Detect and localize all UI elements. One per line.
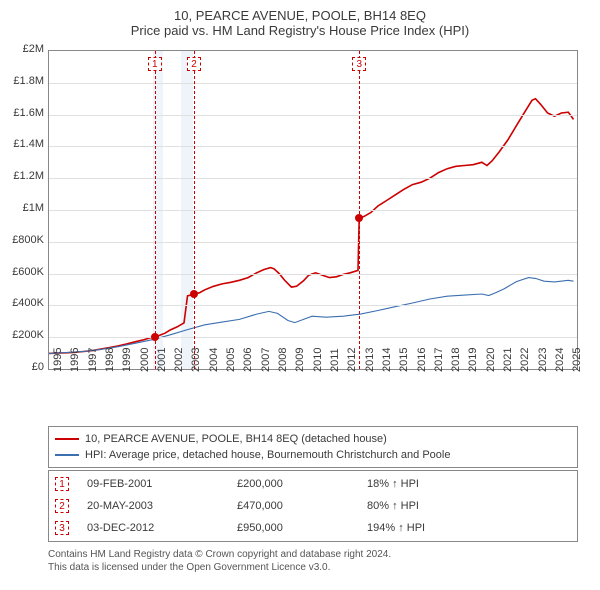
x-tick-label: 2005 — [225, 348, 237, 372]
sale-marker-vline — [155, 51, 156, 369]
x-tick-label: 2025 — [571, 348, 583, 372]
gridline-h — [49, 242, 577, 243]
y-tick-label: £0 — [2, 361, 44, 373]
x-tick-label: 2023 — [537, 348, 549, 372]
x-tick-label: 1998 — [104, 348, 116, 372]
sales-row-marker: 2 — [55, 499, 69, 513]
x-tick-label: 2006 — [242, 348, 254, 372]
sales-row-date: 09-FEB-2001 — [87, 478, 237, 490]
y-tick-label: £1.4M — [2, 138, 44, 150]
gridline-h — [49, 337, 577, 338]
sales-row-marker: 1 — [55, 477, 69, 491]
x-tick-label: 2012 — [346, 348, 358, 372]
y-tick-label: £1.6M — [2, 107, 44, 119]
sales-row-date: 03-DEC-2012 — [87, 522, 237, 534]
title-subtitle: Price paid vs. HM Land Registry's House … — [0, 23, 600, 44]
sale-dot — [190, 290, 198, 298]
x-tick-label: 2001 — [156, 348, 168, 372]
sales-row-hpi: 194% ↑ HPI — [367, 522, 497, 534]
x-tick-label: 2014 — [381, 348, 393, 372]
y-tick-label: £1M — [2, 202, 44, 214]
gridline-h — [49, 274, 577, 275]
x-tick-label: 2018 — [450, 348, 462, 372]
sale-dot — [151, 333, 159, 341]
sale-marker-box: 1 — [148, 57, 162, 71]
x-tick-label: 2020 — [485, 348, 497, 372]
sales-row: 2 20-MAY-2003£470,00080% ↑ HPI — [55, 495, 571, 517]
gridline-h — [49, 83, 577, 84]
chart-area: 1 2 3 — [48, 50, 578, 370]
x-tick-label: 2024 — [554, 348, 566, 372]
y-tick-label: £800K — [2, 234, 44, 246]
series-property — [49, 99, 574, 354]
x-tick-label: 2015 — [398, 348, 410, 372]
title-address: 10, PEARCE AVENUE, POOLE, BH14 8EQ — [0, 0, 600, 23]
sales-row-date: 20-MAY-2003 — [87, 500, 237, 512]
sales-row-price: £950,000 — [237, 522, 367, 534]
y-tick-label: £1.8M — [2, 75, 44, 87]
sale-marker-box: 3 — [352, 57, 366, 71]
legend-label: 10, PEARCE AVENUE, POOLE, BH14 8EQ (deta… — [85, 431, 387, 447]
y-tick-label: £400K — [2, 297, 44, 309]
gridline-h — [49, 305, 577, 306]
footer-line1: Contains HM Land Registry data © Crown c… — [48, 548, 578, 561]
sales-row-hpi: 18% ↑ HPI — [367, 478, 497, 490]
x-tick-label: 2021 — [502, 348, 514, 372]
x-tick-label: 2008 — [277, 348, 289, 372]
sales-row-price: £200,000 — [237, 478, 367, 490]
y-tick-label: £200K — [2, 329, 44, 341]
x-tick-label: 2004 — [208, 348, 220, 372]
gridline-h — [49, 210, 577, 211]
gridline-h — [49, 146, 577, 147]
legend-box: 10, PEARCE AVENUE, POOLE, BH14 8EQ (deta… — [48, 426, 578, 468]
sales-row: 3 03-DEC-2012£950,000194% ↑ HPI — [55, 517, 571, 539]
x-tick-label: 1997 — [87, 348, 99, 372]
x-tick-label: 2000 — [139, 348, 151, 372]
x-tick-label: 2019 — [467, 348, 479, 372]
sale-marker-vline — [194, 51, 195, 369]
sales-row-price: £470,000 — [237, 500, 367, 512]
x-tick-label: 2011 — [329, 348, 341, 372]
sales-table: 1 09-FEB-2001£200,00018% ↑ HPI 2 20-MAY-200… — [48, 470, 578, 542]
x-tick-label: 1999 — [121, 348, 133, 372]
sales-row-marker: 3 — [55, 521, 69, 535]
sale-marker-vline — [359, 51, 360, 369]
footer-attribution: Contains HM Land Registry data © Crown c… — [48, 548, 578, 574]
y-tick-label: £1.2M — [2, 170, 44, 182]
x-tick-label: 2009 — [294, 348, 306, 372]
x-tick-label: 2013 — [364, 348, 376, 372]
legend-swatch — [55, 438, 79, 440]
legend-row: 10, PEARCE AVENUE, POOLE, BH14 8EQ (deta… — [55, 431, 571, 447]
x-tick-label: 2003 — [190, 348, 202, 372]
x-tick-label: 2016 — [416, 348, 428, 372]
sales-row: 1 09-FEB-2001£200,00018% ↑ HPI — [55, 473, 571, 495]
gridline-h — [49, 115, 577, 116]
series-hpi — [49, 278, 574, 354]
x-tick-label: 2010 — [312, 348, 324, 372]
legend-swatch — [55, 454, 79, 456]
x-tick-label: 2007 — [260, 348, 272, 372]
sale-dot — [355, 214, 363, 222]
footer-line2: This data is licensed under the Open Gov… — [48, 561, 578, 574]
figure-root: 10, PEARCE AVENUE, POOLE, BH14 8EQ Price… — [0, 0, 600, 590]
legend-row: HPI: Average price, detached house, Bour… — [55, 447, 571, 463]
gridline-h — [49, 178, 577, 179]
legend-label: HPI: Average price, detached house, Bour… — [85, 447, 450, 463]
sales-row-hpi: 80% ↑ HPI — [367, 500, 497, 512]
y-tick-label: £2M — [2, 43, 44, 55]
x-tick-label: 2017 — [433, 348, 445, 372]
x-tick-label: 1996 — [69, 348, 81, 372]
x-tick-label: 2022 — [519, 348, 531, 372]
sale-marker-box: 2 — [187, 57, 201, 71]
x-tick-label: 2002 — [173, 348, 185, 372]
y-tick-label: £600K — [2, 266, 44, 278]
x-tick-label: 1995 — [52, 348, 64, 372]
